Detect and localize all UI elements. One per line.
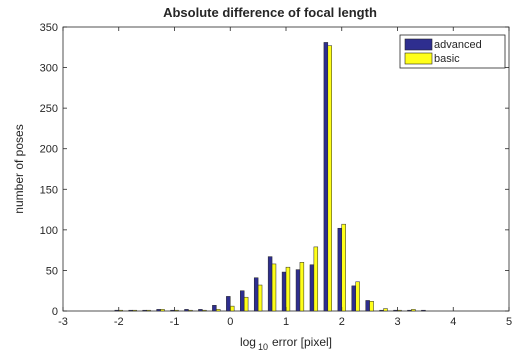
bar-basic-1 [118,309,123,312]
plot-area [62,26,510,312]
y-tick-label-5: 250 [40,103,58,115]
bar-advanced-5 [170,309,175,312]
bar-advanced-7 [198,309,203,312]
x-tick-label-2: -1 [170,316,180,328]
bar-advanced-22 [407,309,412,312]
y-tick-label-7: 350 [40,22,58,34]
bar-basic-15 [313,246,319,312]
bar-basic-2 [132,309,137,312]
bar-advanced-15 [309,264,315,312]
x-axis-label: log 10 error [pixel] [240,335,332,351]
bar-advanced-6 [184,309,189,312]
bar-advanced-14 [295,269,301,312]
x-tick-label-3: 0 [227,316,233,328]
x-axis-label-subscript: 10 [258,342,268,351]
bar-basic-21 [397,309,402,312]
chart-title: Absolute difference of focal length [163,5,377,20]
bar-advanced-4 [156,309,161,312]
y-tick-label-6: 300 [40,63,58,75]
bar-basic-6 [188,309,193,312]
y-tick-label-0: 0 [52,306,58,318]
x-tick-label-8: 5 [506,316,512,328]
legend-label-basic: basic [434,53,460,65]
bar-basic-19 [369,301,374,312]
x-axis-label-suffix: error [pixel] [272,335,332,349]
y-tick-label-4: 200 [40,144,58,156]
bar-basic-5 [174,309,179,312]
bar-advanced-18 [351,285,356,312]
bar-advanced-12 [267,256,273,312]
x-tick-label-5: 2 [339,316,345,328]
bar-advanced-1 [114,309,119,312]
bar-basic-10 [243,296,249,312]
bar-advanced-9 [226,296,231,312]
bar-advanced-20 [379,309,384,312]
y-tick-label-3: 150 [40,184,58,196]
bar-basic-8 [216,309,221,312]
y-axis-label: number of poses [12,124,26,213]
bar-basic-4 [160,309,165,312]
bar-advanced-16 [323,42,329,312]
bar-advanced-17 [337,227,343,312]
legend: advanced basic [399,34,506,69]
x-axis-label-log: log [240,335,256,349]
bar-advanced-2 [128,309,133,312]
x-tick-label-0: -3 [58,316,68,328]
bar-advanced-3 [142,309,147,312]
bar-basic-22 [411,309,416,312]
bar-advanced-13 [281,271,287,312]
bar-advanced-8 [212,305,217,312]
bar-advanced-23 [421,309,426,312]
bar-basic-3 [146,309,151,312]
bar-basic-13 [285,266,291,312]
bar-basic-17 [341,223,346,312]
bar-basic-20 [383,308,388,312]
x-tick-label-6: 3 [394,316,400,328]
y-tick-label-1: 50 [46,265,58,277]
bars-group [114,42,426,312]
bar-basic-14 [299,262,305,312]
bar-basic-18 [355,281,360,312]
x-tick-label-7: 4 [450,316,456,328]
bar-basic-7 [202,309,207,312]
bar-basic-11 [257,284,263,312]
bar-advanced-19 [365,300,370,312]
bar-basic-9 [230,305,235,312]
x-tick-label-1: -2 [114,316,124,328]
legend-label-advanced: advanced [434,39,482,51]
x-tick-label-4: 1 [283,316,289,328]
bar-basic-16 [327,45,332,312]
bar-advanced-10 [240,290,245,312]
bar-advanced-11 [253,277,259,312]
bar-advanced-21 [393,309,398,312]
y-tick-label-2: 100 [40,225,58,237]
bar-basic-12 [271,263,277,312]
legend-swatch-basic [404,52,433,65]
legend-swatch-advanced [404,38,433,51]
